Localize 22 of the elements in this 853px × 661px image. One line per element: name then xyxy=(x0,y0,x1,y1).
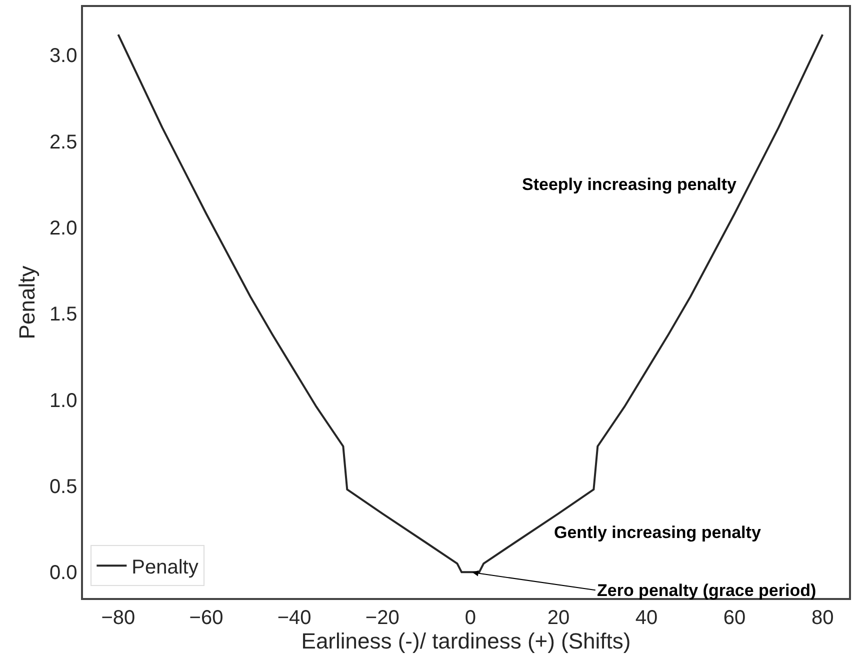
x-tick-label: −60 xyxy=(189,606,224,629)
y-tick-label: 0.0 xyxy=(49,562,78,584)
x-tick-label: 0 xyxy=(464,606,476,629)
x-tick-label: −20 xyxy=(365,606,400,629)
y-tick-label: 2.5 xyxy=(49,131,78,154)
x-tick-label: 80 xyxy=(811,606,834,629)
legend-label: Penalty xyxy=(132,556,198,578)
x-axis-title: Earliness (-)/ tardiness (+) (Shifts) xyxy=(301,628,631,654)
annotation: Gently increasing penalty xyxy=(554,523,762,542)
y-axis-title: Penalty xyxy=(14,266,40,340)
x-tick-label: 20 xyxy=(547,606,570,629)
y-tick-label: 1.0 xyxy=(49,390,78,412)
x-tick-label: −80 xyxy=(101,606,136,629)
x-tick-label: 40 xyxy=(635,606,658,629)
y-tick-label: 2.0 xyxy=(49,218,78,240)
y-tick-label: 3.0 xyxy=(49,45,78,68)
y-tick-label: 0.5 xyxy=(49,476,78,498)
y-tick-label: 1.5 xyxy=(49,304,78,326)
annotation: Zero penalty (grace period) xyxy=(597,581,816,600)
x-tick-label: −40 xyxy=(277,606,312,629)
x-tick-label: 60 xyxy=(723,606,746,629)
annotation: Steeply increasing penalty xyxy=(522,175,738,194)
